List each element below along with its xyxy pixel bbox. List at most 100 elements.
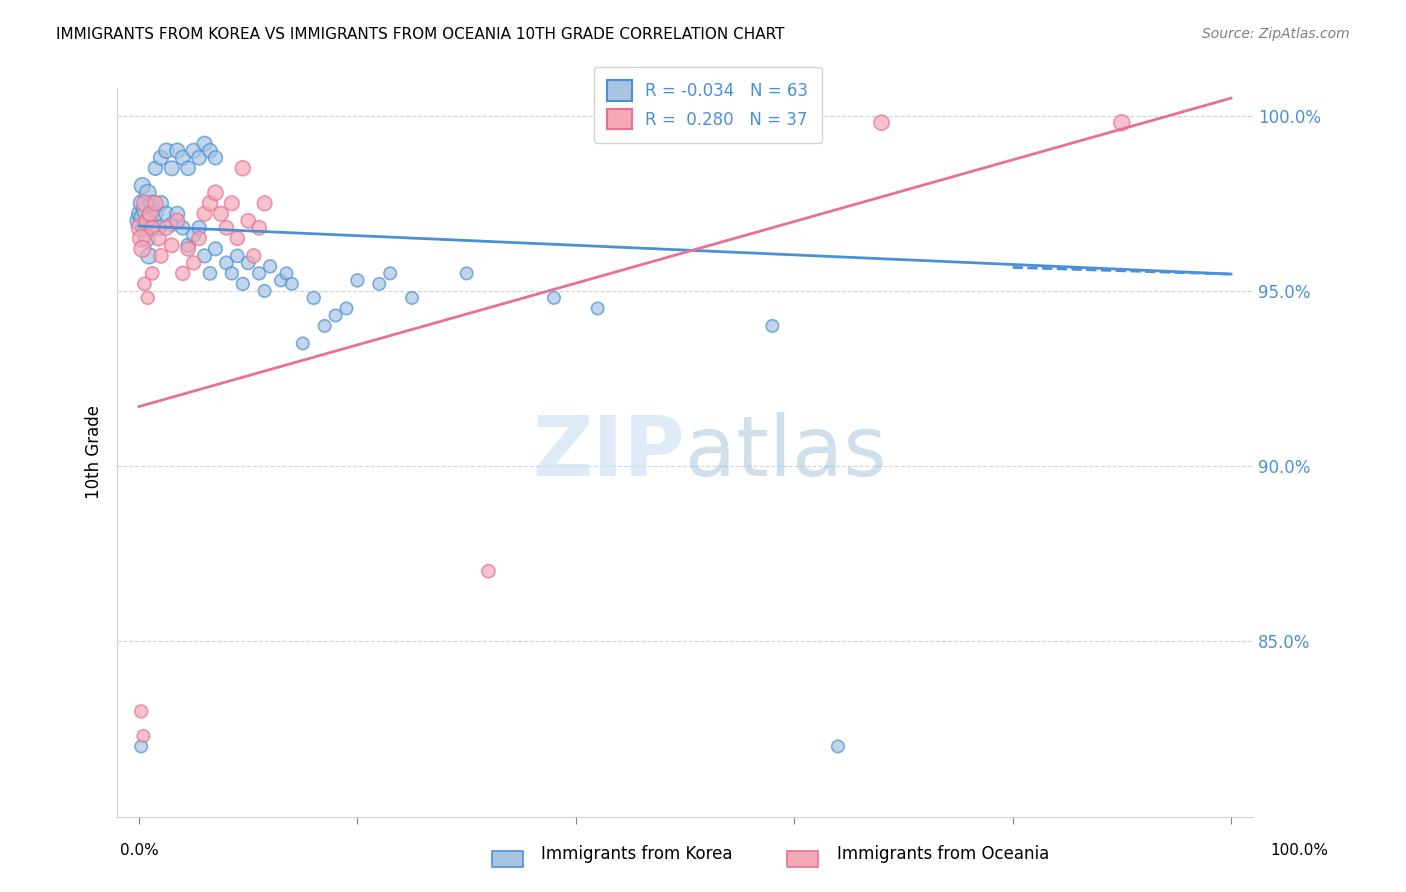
Point bbox=[135, 214, 157, 228]
Point bbox=[166, 144, 188, 158]
Point bbox=[129, 705, 152, 719]
Point bbox=[166, 214, 188, 228]
Text: 0.0%: 0.0% bbox=[120, 843, 159, 858]
Point bbox=[172, 266, 194, 280]
Point bbox=[221, 196, 243, 211]
Y-axis label: 10th Grade: 10th Grade bbox=[86, 405, 103, 500]
Point bbox=[270, 273, 292, 287]
Point bbox=[543, 291, 565, 305]
Point bbox=[204, 186, 226, 200]
Point bbox=[193, 207, 215, 221]
Point bbox=[198, 266, 221, 280]
Point bbox=[346, 273, 368, 287]
Point bbox=[145, 207, 167, 221]
Legend: R = -0.034   N = 63, R =  0.280   N = 37: R = -0.034 N = 63, R = 0.280 N = 37 bbox=[593, 67, 821, 143]
Point bbox=[136, 186, 159, 200]
Point bbox=[155, 144, 177, 158]
Point bbox=[129, 231, 152, 245]
Point bbox=[139, 207, 162, 221]
Point bbox=[135, 203, 157, 218]
Point bbox=[827, 739, 849, 754]
Point bbox=[368, 277, 391, 291]
Point bbox=[134, 277, 156, 291]
Point bbox=[149, 249, 172, 263]
Text: 100.0%: 100.0% bbox=[1271, 843, 1329, 858]
Point bbox=[131, 242, 153, 256]
Point bbox=[281, 277, 304, 291]
Point bbox=[172, 151, 194, 165]
Point bbox=[145, 196, 167, 211]
Point bbox=[160, 217, 183, 231]
Point bbox=[135, 231, 157, 245]
Point bbox=[204, 151, 226, 165]
Point bbox=[166, 207, 188, 221]
Point bbox=[132, 211, 155, 225]
Point bbox=[253, 284, 276, 298]
Point bbox=[253, 196, 276, 211]
Point bbox=[183, 144, 205, 158]
Point bbox=[141, 266, 163, 280]
Point bbox=[131, 178, 153, 193]
Point bbox=[188, 220, 211, 235]
Point bbox=[401, 291, 423, 305]
Point bbox=[148, 231, 170, 245]
Point bbox=[177, 161, 200, 176]
Text: atlas: atlas bbox=[685, 411, 887, 492]
Point bbox=[145, 161, 167, 176]
Point bbox=[136, 291, 159, 305]
Point bbox=[139, 214, 162, 228]
Point bbox=[314, 318, 336, 333]
Point bbox=[141, 196, 163, 211]
Point bbox=[1111, 116, 1133, 130]
Point bbox=[149, 196, 172, 211]
Point bbox=[242, 249, 264, 263]
Point bbox=[149, 151, 172, 165]
Point bbox=[129, 220, 152, 235]
Point bbox=[160, 161, 183, 176]
Point bbox=[183, 256, 205, 270]
Point bbox=[247, 266, 270, 280]
Point bbox=[134, 220, 156, 235]
Point bbox=[380, 266, 402, 280]
Point bbox=[177, 242, 200, 256]
Point bbox=[188, 151, 211, 165]
Point bbox=[215, 220, 238, 235]
Point bbox=[232, 161, 254, 176]
Text: ZIP: ZIP bbox=[533, 411, 685, 492]
Point bbox=[129, 214, 152, 228]
Text: IMMIGRANTS FROM KOREA VS IMMIGRANTS FROM OCEANIA 10TH GRADE CORRELATION CHART: IMMIGRANTS FROM KOREA VS IMMIGRANTS FROM… bbox=[56, 27, 785, 42]
Point bbox=[238, 214, 260, 228]
Point bbox=[198, 196, 221, 211]
Point bbox=[155, 207, 177, 221]
Point bbox=[183, 227, 205, 242]
Point bbox=[226, 231, 249, 245]
Point bbox=[204, 242, 226, 256]
Point bbox=[325, 309, 347, 323]
Point bbox=[193, 249, 215, 263]
Point bbox=[477, 564, 499, 578]
Point bbox=[138, 249, 160, 263]
Point bbox=[193, 136, 215, 151]
Point bbox=[177, 238, 200, 252]
Point bbox=[132, 729, 155, 743]
Point bbox=[209, 207, 232, 221]
Point bbox=[129, 739, 152, 754]
Point bbox=[129, 207, 152, 221]
Point bbox=[291, 336, 314, 351]
Point bbox=[761, 318, 783, 333]
Point bbox=[335, 301, 357, 316]
Point bbox=[134, 196, 156, 211]
Point bbox=[221, 266, 243, 280]
Point bbox=[198, 144, 221, 158]
Text: Immigrants from Oceania: Immigrants from Oceania bbox=[837, 846, 1049, 863]
Point bbox=[238, 256, 260, 270]
Point bbox=[226, 249, 249, 263]
Point bbox=[188, 231, 211, 245]
Point bbox=[232, 277, 254, 291]
Point bbox=[456, 266, 478, 280]
Point bbox=[148, 220, 170, 235]
Point bbox=[870, 116, 893, 130]
Point bbox=[247, 220, 270, 235]
Point bbox=[276, 266, 298, 280]
Text: Source: ZipAtlas.com: Source: ZipAtlas.com bbox=[1202, 27, 1350, 41]
